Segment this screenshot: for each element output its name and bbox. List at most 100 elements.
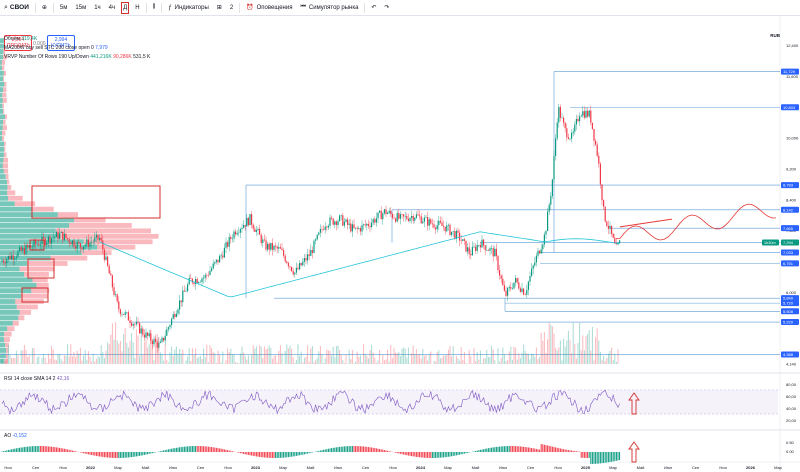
vp-legend-label: VRVP Number Of Rows 190 Up/Down [4,54,89,60]
volume-bar [589,330,590,364]
replay-button[interactable]: ⏮ Симулятор рынка [296,0,362,16]
volume-bar [115,322,116,364]
candle-body [153,339,154,344]
volume-bar [70,344,71,364]
volume-bar [142,355,143,364]
ao-bar [8,450,9,452]
vp-bar-down-7 [13,321,19,326]
interval-4h[interactable]: 4ч [105,0,119,16]
level-tag-label-10: 5,508 [783,309,794,314]
ao-bar [453,452,454,456]
redo-button[interactable]: ↷ [381,0,394,16]
vp-bar-up-14 [0,283,36,288]
interval-15m[interactable]: 15м [71,0,90,16]
candle-body [462,239,463,241]
ao-bar [525,447,526,452]
candle-body [499,270,500,276]
volume-bar [368,358,369,364]
vp-bar-up-43 [0,125,3,130]
symbol-search[interactable]: ⌕ СВОИ [0,0,33,16]
ao-bar [134,452,135,457]
ao-bar [74,451,75,452]
ao-bar [90,452,91,455]
volume-bar [149,344,150,364]
volume-bar [555,348,556,364]
ao-bar [178,448,179,452]
candle-body [75,247,76,249]
volume-bar [202,359,203,364]
candle-body [229,237,230,247]
candle-body [403,214,404,216]
volume-bar [208,362,209,364]
interval-day[interactable]: Д [119,0,131,16]
ao-bar [35,446,36,452]
volume-bar [309,362,310,364]
candle-body [73,240,74,246]
chart-area[interactable]: 12,40011,60010,80010,0009,2008,4007,6006… [0,16,800,472]
volume-bar [491,346,492,364]
vp-bar-up-24 [0,228,56,233]
candle-body [323,229,324,230]
candle-body [381,211,382,219]
templates-button[interactable]: ⊞ [213,0,226,16]
volume-bar [568,331,569,364]
candle-body [429,219,430,225]
volume-bar [304,358,305,364]
add-compare-button[interactable]: ⊕ [38,0,51,16]
volume-bar [200,356,201,364]
candle-body [371,223,372,227]
ao-bar [606,452,607,463]
candle-body [509,287,510,288]
volume-bar [128,348,129,364]
candle-body [523,289,524,295]
ao-bar [162,451,163,452]
chart-canvas[interactable]: 12,40011,60010,80010,0009,2008,4007,6006… [0,16,800,472]
volume-bar [546,353,547,364]
ao-bar [179,447,180,452]
candle-body [353,224,354,228]
ao-bar [352,446,353,452]
vp-bar-up-23 [0,234,60,239]
interval-1h[interactable]: 1ч [90,0,104,16]
volume-bar [430,351,431,364]
candle-body [326,227,327,228]
candle-body [41,237,42,245]
candle-body [342,215,343,225]
volume-bar [390,345,391,364]
volume-bar [24,345,25,364]
candle-body [389,211,390,213]
indicators-button[interactable]: ƒ Индикаторы [164,0,212,16]
ao-bar [333,448,334,452]
volume-bar [174,349,175,364]
candle-body [3,261,4,263]
volume-bar [280,345,281,364]
volume-bar [570,340,571,364]
alerts-button[interactable]: ⏰ Оповещения [242,0,296,16]
interval-week[interactable]: Н [131,0,143,16]
time-tick-13: Сен [362,465,369,470]
undo-button[interactable]: ↶ [367,0,380,16]
ao-bar [150,452,151,453]
volume-bar [608,353,609,364]
ao-bar [418,452,419,457]
volume-bar [109,344,110,364]
ao-bar [387,451,388,452]
currency-label[interactable]: RUB [770,33,780,38]
layout-count[interactable]: 2 [226,0,237,16]
volume-bar [578,343,579,364]
vp-bar-up-8 [0,315,18,320]
candle-body [9,256,10,259]
interval-5m[interactable]: 5м [56,0,71,16]
ao-bar [152,452,153,453]
vp-bar-down-36 [3,163,8,168]
chart-type-button[interactable]: ⫼ [149,0,160,16]
volume-bar [406,358,407,364]
volume-bar [13,358,14,364]
ao-bar [99,452,100,456]
candle-body [120,309,121,314]
candle-body [477,245,478,251]
volume-bar [93,354,94,364]
ao-bar [586,452,587,458]
ao-bar [402,452,403,454]
volume-bar [197,358,198,364]
